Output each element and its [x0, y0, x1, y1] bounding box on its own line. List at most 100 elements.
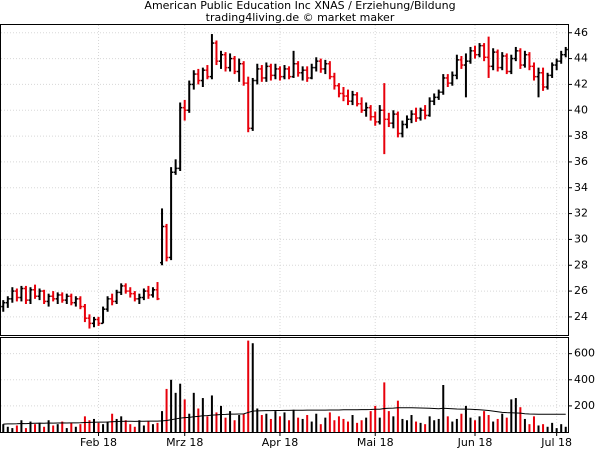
volume-bar: [546, 426, 549, 432]
volume-bar: [283, 412, 286, 432]
y-tick-label: 32: [574, 207, 588, 220]
volume-bar: [106, 421, 109, 432]
volume-bar: [219, 405, 222, 432]
y-tick-label: 44: [574, 52, 588, 65]
volume-bar: [210, 395, 213, 432]
y-tick-label: 40: [574, 103, 588, 116]
volume-bar: [278, 416, 281, 432]
volume-bar: [256, 408, 259, 432]
volume-bar: [79, 424, 82, 432]
volume-bar: [251, 343, 254, 432]
volume-bar: [337, 416, 340, 432]
volume-bar: [2, 424, 5, 432]
volume-bar: [405, 420, 408, 432]
chart-title: American Public Education Inc XNAS / Erz…: [144, 0, 455, 12]
volume-bar: [342, 418, 345, 432]
volume-bar: [537, 425, 540, 432]
volume-bar: [170, 379, 173, 432]
volume-bar: [43, 426, 46, 432]
volume-bar: [356, 422, 359, 432]
y-tick-label: 42: [574, 77, 588, 90]
volume-bar: [70, 422, 73, 432]
y-tick-label: 46: [574, 26, 588, 39]
volume-bar: [260, 415, 263, 432]
volume-bar: [365, 417, 368, 432]
volume-bar: [401, 418, 404, 432]
volume-bar: [197, 408, 200, 432]
volume-bar: [34, 424, 37, 432]
volume-bar: [514, 398, 517, 432]
volume-bar: [156, 422, 159, 432]
volume-bar: [469, 417, 472, 432]
volume-bar: [129, 424, 132, 432]
volume-bar: [215, 412, 218, 432]
volume-bar: [29, 421, 32, 432]
volume-bar: [487, 415, 490, 432]
volume-bar: [20, 420, 23, 432]
volume-bar: [347, 421, 350, 432]
volume-bar: [11, 428, 14, 432]
volume-bar: [56, 424, 59, 432]
volume-bar: [174, 392, 177, 432]
x-tick-label: Mai 18: [357, 436, 394, 449]
volume-bar: [306, 415, 309, 432]
volume-bar: [564, 426, 567, 432]
volume-bar: [328, 412, 331, 432]
volume-bar: [383, 382, 386, 432]
volume-bar: [519, 407, 522, 432]
volume-bar: [133, 426, 136, 432]
volume-bar: [124, 420, 127, 432]
x-tick-label: Jul 18: [540, 436, 572, 449]
x-tick-label: Apr 18: [262, 436, 299, 449]
volume-bar: [378, 417, 381, 432]
volume-bar: [496, 418, 499, 432]
volume-bar: [201, 398, 204, 432]
volume-bar: [392, 416, 395, 432]
volume-bar: [269, 418, 272, 432]
volume-bar: [188, 413, 191, 432]
volume-bar: [111, 413, 114, 432]
volume-bar: [115, 418, 118, 432]
price-panel: [0, 24, 569, 336]
volume-bar: [102, 424, 105, 432]
volume-bar: [369, 411, 372, 432]
volume-bar: [455, 418, 458, 432]
volume-bar: [532, 416, 535, 432]
volume-bar: [560, 424, 563, 432]
volume-panel: [0, 337, 569, 433]
volume-bar: [297, 417, 300, 432]
volume-bar: [52, 425, 55, 432]
volume-bar: [419, 422, 422, 432]
volume-bar: [324, 417, 327, 432]
volume-bar: [242, 413, 245, 432]
volume-bar: [319, 424, 322, 432]
volume-bar: [374, 405, 377, 432]
y-tick-label: 26: [574, 284, 588, 297]
volume-bar: [15, 425, 18, 432]
volume-bar: [138, 420, 141, 432]
volume-bar: [161, 411, 164, 432]
volume-bar: [265, 413, 268, 432]
volume-bar: [238, 415, 241, 432]
volume-bar: [183, 399, 186, 432]
volume-bar: [288, 420, 291, 432]
x-tick-label: Feb 18: [80, 436, 117, 449]
volume-bar: [165, 388, 168, 432]
volume-bar: [97, 422, 100, 432]
volume-bar: [474, 420, 477, 432]
volume-bar: [151, 424, 154, 432]
volume-bar: [179, 383, 182, 432]
volume-bar: [551, 422, 554, 432]
volume-bar: [333, 420, 336, 432]
volume-bar: [24, 428, 27, 432]
y-tick-label: 38: [574, 129, 588, 142]
volume-bar: [247, 340, 250, 432]
volume-bar: [88, 420, 91, 432]
volume-bar: [505, 417, 508, 432]
y-tick-label: 200: [574, 399, 595, 412]
volume-bar: [206, 416, 209, 432]
volume-bar: [192, 392, 195, 432]
x-tick-label: Jun 18: [457, 436, 493, 449]
y-tick-label: 36: [574, 155, 588, 168]
